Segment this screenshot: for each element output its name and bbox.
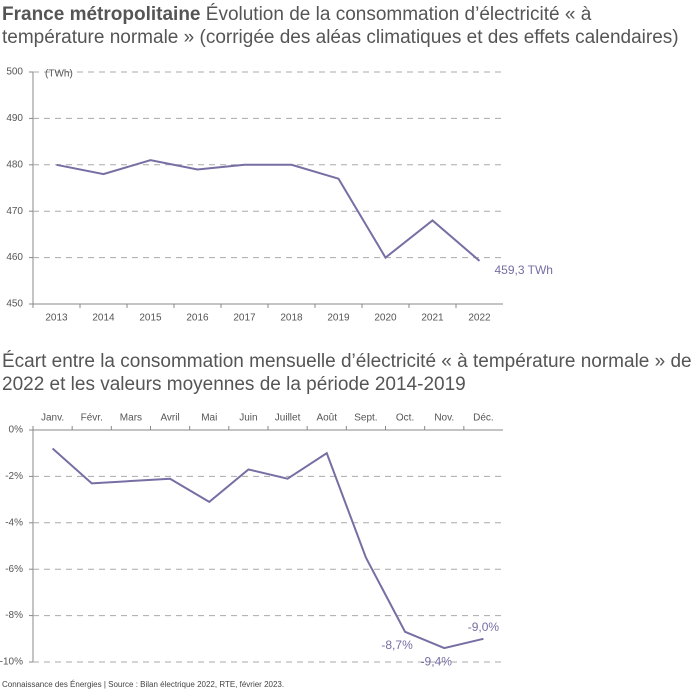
x-tick-label: 2022	[468, 313, 491, 324]
y-tick-label: 460	[6, 252, 23, 263]
x-tick-label: 2019	[327, 313, 350, 324]
x-tick-label: 2017	[233, 313, 256, 324]
y-tick-label: -10%	[0, 657, 23, 668]
y-tick-label: 450	[6, 299, 23, 310]
x-tick-label: Avril	[160, 413, 179, 424]
y-tick-label: -2%	[5, 471, 23, 482]
x-tick-label: Févr.	[81, 413, 103, 424]
x-tick-label: 2014	[92, 313, 115, 324]
x-tick-label: Oct.	[396, 413, 414, 424]
x-tick-label: 2015	[139, 313, 162, 324]
line	[51, 447, 484, 650]
x-tick-label: Mai	[201, 413, 217, 424]
x-tick-label: Juillet	[275, 413, 301, 424]
y-tick-label: 470	[6, 206, 23, 217]
x-tick-label: 2018	[280, 313, 303, 324]
y-tick-label: 0%	[9, 425, 24, 436]
x-tick-label: Nov.	[434, 413, 454, 424]
y-unit: (TWh)	[45, 69, 73, 80]
value-label: -9,0%	[468, 620, 500, 634]
x-tick-label: 2021	[421, 313, 444, 324]
title-bold: France métropolitaine	[2, 4, 201, 25]
chart-title: Écart entre la consommation mensuelle d’…	[2, 351, 692, 395]
x-tick-label: Juin	[239, 413, 257, 424]
x-tick-label: Sept.	[354, 413, 377, 424]
line	[56, 159, 481, 262]
subtitle: Évolution de la consommation d’électrici…	[2, 4, 679, 48]
y-tick-label: 480	[6, 159, 23, 170]
y-tick-label: -6%	[5, 564, 23, 575]
x-tick-label: 2013	[45, 313, 68, 324]
chart-title: France métropolitaine Évolution de la co…	[2, 3, 692, 49]
y-tick-label: 500	[6, 67, 23, 78]
x-tick-label: 2016	[186, 313, 209, 324]
x-tick-label: Mars	[120, 413, 142, 424]
value-label: -8,7%	[381, 638, 413, 652]
x-tick-label: Août	[316, 413, 337, 424]
y-tick-label: -8%	[5, 610, 23, 621]
y-tick-label: -4%	[5, 517, 23, 528]
x-tick-label: Déc.	[473, 413, 494, 424]
x-tick-label: Janv.	[41, 413, 64, 424]
footer: Connaissance des Énergies | Source : Bil…	[2, 680, 285, 689]
value-label: 459,3 TWh	[495, 263, 553, 277]
y-tick-label: 490	[6, 113, 23, 124]
x-tick-label: 2020	[374, 313, 397, 324]
value-label: -9,4%	[421, 654, 453, 668]
